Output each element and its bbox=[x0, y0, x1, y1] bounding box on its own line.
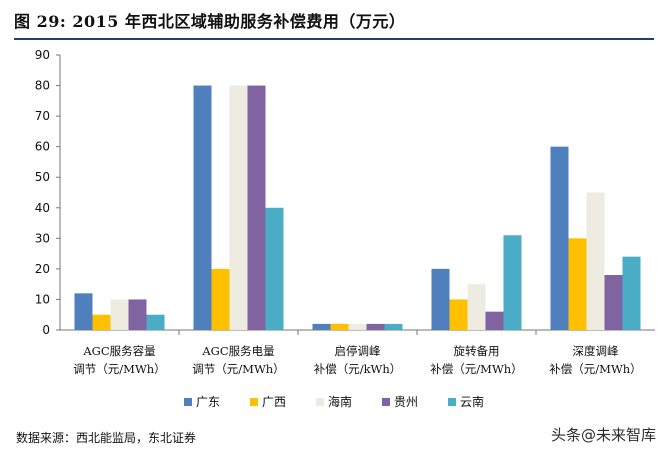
bar bbox=[568, 238, 587, 330]
bar bbox=[604, 275, 623, 330]
bar bbox=[265, 207, 284, 330]
y-tick-label: 60 bbox=[35, 140, 50, 154]
source-note: 数据来源：西北能监局，东北证券 bbox=[16, 431, 197, 445]
bar bbox=[110, 299, 129, 330]
x-tick-label: AGC服务容量 bbox=[82, 344, 155, 358]
bar bbox=[92, 314, 111, 330]
bar bbox=[622, 256, 641, 330]
x-tick-label: 补偿（元/MWh） bbox=[549, 362, 641, 376]
y-tick-label: 0 bbox=[42, 323, 50, 337]
legend-swatch bbox=[448, 398, 456, 406]
legend-swatch bbox=[316, 398, 324, 406]
bar bbox=[312, 323, 331, 330]
legend-label: 广西 bbox=[262, 395, 286, 409]
figure-title: 图 29: 2015 年西北区域辅助服务补偿费用（万元） bbox=[14, 12, 406, 31]
y-tick-label: 90 bbox=[35, 48, 50, 62]
x-tick-label: 调节（元/MWh） bbox=[192, 362, 284, 376]
bar bbox=[586, 192, 605, 330]
bar bbox=[330, 323, 349, 330]
legend-label: 云南 bbox=[460, 394, 484, 409]
y-tick-label: 50 bbox=[35, 170, 50, 184]
x-tick-label: 补偿（元/MWh） bbox=[430, 362, 522, 376]
y-tick-label: 10 bbox=[35, 292, 50, 306]
legend-swatch bbox=[184, 398, 192, 406]
bar bbox=[211, 268, 230, 330]
x-tick-label: 深度调峰 bbox=[573, 344, 619, 358]
bar bbox=[247, 85, 266, 330]
y-tick-label: 40 bbox=[35, 201, 50, 215]
bar bbox=[128, 299, 147, 330]
title-divider bbox=[14, 38, 654, 40]
bar bbox=[384, 323, 403, 330]
bar bbox=[467, 284, 486, 330]
bar bbox=[550, 146, 569, 330]
bar bbox=[193, 85, 212, 330]
bar bbox=[366, 323, 385, 330]
y-tick-label: 20 bbox=[35, 262, 50, 276]
legend-label: 贵州 bbox=[394, 395, 418, 409]
bar bbox=[503, 235, 522, 330]
x-tick-label: AGC服务电量 bbox=[201, 344, 274, 358]
bar bbox=[449, 299, 468, 330]
legend-swatch bbox=[250, 398, 258, 406]
bar bbox=[229, 85, 248, 330]
legend-label: 海南 bbox=[328, 394, 352, 409]
bar bbox=[146, 314, 165, 330]
y-tick-label: 70 bbox=[35, 109, 50, 123]
legend-swatch bbox=[382, 398, 390, 406]
watermark: 头条@未来智库 bbox=[550, 426, 656, 444]
x-tick-label: 启停调峰 bbox=[335, 344, 381, 358]
bar bbox=[74, 293, 93, 330]
x-tick-label: 调节（元/MWh） bbox=[73, 362, 165, 376]
bar bbox=[348, 323, 367, 330]
x-tick-label: 旋转备用 bbox=[454, 344, 500, 358]
bar bbox=[431, 268, 450, 330]
bar bbox=[485, 311, 504, 330]
x-tick-label: 补偿（元/kWh） bbox=[314, 362, 402, 376]
y-tick-label: 80 bbox=[35, 79, 50, 93]
y-tick-label: 30 bbox=[35, 231, 50, 245]
legend-label: 广东 bbox=[196, 395, 220, 409]
